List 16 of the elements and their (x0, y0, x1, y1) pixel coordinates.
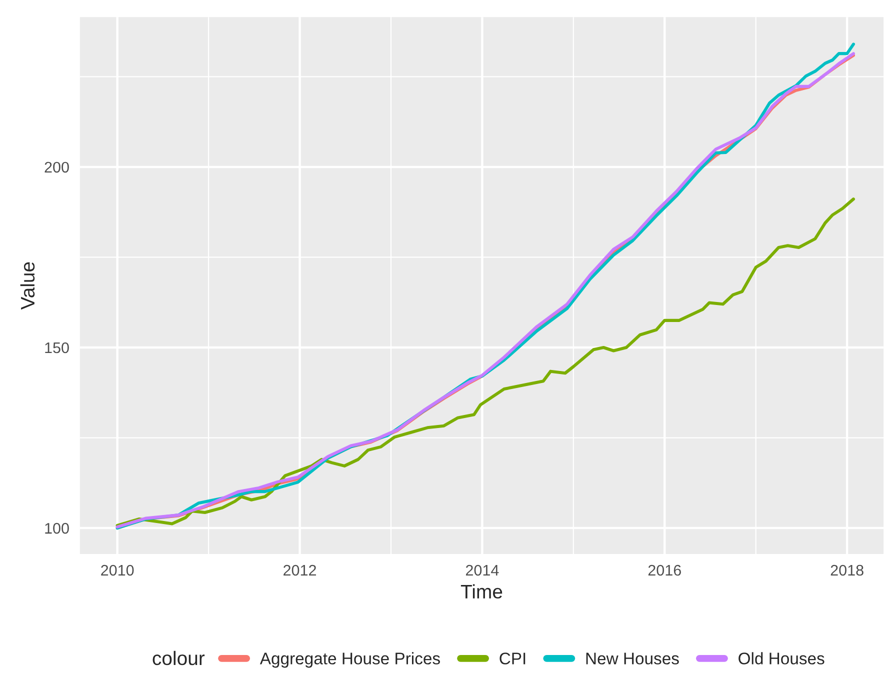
y-tick-label: 100 (45, 522, 69, 534)
y-tick-label: 150 (45, 342, 69, 354)
x-tick-label: 2014 (466, 564, 499, 576)
legend-label: Old Houses (738, 652, 824, 664)
legend-label: Aggregate House Prices (260, 652, 440, 668)
legend-label: New Houses (586, 652, 679, 664)
x-tick-label: 2012 (284, 564, 316, 576)
x-axis-title: Time (460, 584, 502, 599)
y-axis-title: Value (20, 262, 35, 310)
x-tick-label: 2016 (648, 564, 681, 576)
line-series (116, 198, 855, 528)
y-tick-label: 200 (44, 162, 69, 173)
legend-label: CPI (500, 652, 526, 664)
x-tick-label: 2018 (830, 564, 864, 576)
x-tick-label: 2010 (101, 564, 134, 576)
legend-title: colour (152, 650, 205, 666)
